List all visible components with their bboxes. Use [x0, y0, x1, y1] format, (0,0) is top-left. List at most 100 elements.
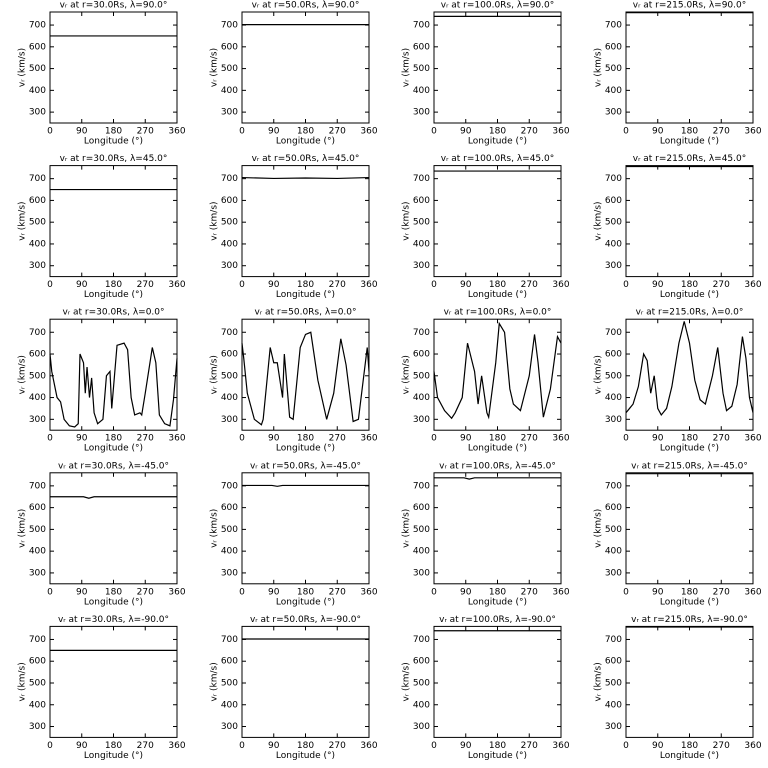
x-tick-label: 0: [623, 741, 629, 751]
x-tick-label: 270: [521, 127, 538, 137]
y-tick-label: 500: [29, 525, 46, 535]
y-tick-label: 500: [221, 678, 238, 688]
x-tick-label: 360: [552, 434, 569, 444]
y-tick-label: 400: [221, 547, 238, 557]
panel-title: vᵣ at r=30.0Rs, λ=45.0°: [60, 154, 168, 164]
data-line: [241, 176, 370, 180]
y-axis-label: vᵣ (km/s): [210, 509, 220, 548]
y-tick-label: 400: [413, 547, 430, 557]
plot-frame: [625, 472, 754, 585]
panel-title: vᵣ at r=30.0Rs, λ=-45.0°: [58, 461, 169, 471]
y-tick-label: 600: [29, 42, 46, 52]
x-tick-label: 180: [297, 280, 314, 290]
x-tick-label: 90: [652, 434, 664, 444]
y-tick-label: 500: [413, 218, 430, 228]
x-tick-label: 360: [552, 280, 569, 290]
x-tick-label: 0: [47, 127, 53, 137]
x-tick-label: 270: [713, 741, 730, 751]
y-axis-label: vᵣ (km/s): [594, 201, 604, 240]
y-tick-label: 500: [605, 678, 622, 688]
x-tick-label: 0: [623, 434, 629, 444]
x-tick-label: 180: [297, 127, 314, 137]
x-tick-label: 360: [168, 587, 185, 597]
plot-frame: [241, 472, 370, 585]
y-axis-label: vᵣ (km/s): [18, 48, 28, 87]
x-tick-label: 90: [460, 587, 472, 597]
panel-title: vᵣ at r=215.0Rs, λ=90.0°: [633, 1, 747, 11]
y-tick-label: 500: [605, 64, 622, 74]
x-tick-label: 0: [239, 741, 245, 751]
y-tick-label: 700: [29, 635, 46, 645]
y-tick-label: 600: [221, 42, 238, 52]
y-tick-label: 600: [29, 350, 46, 360]
y-tick-label: 600: [605, 196, 622, 206]
y-tick-label: 700: [605, 481, 622, 491]
x-tick-label: 270: [329, 434, 346, 444]
y-tick-label: 700: [413, 174, 430, 184]
x-axis-label: Longitude (°): [660, 444, 719, 454]
x-tick-label: 270: [137, 434, 154, 444]
y-tick-label: 700: [413, 635, 430, 645]
x-tick-label: 360: [168, 127, 185, 137]
x-tick-label: 270: [329, 127, 346, 137]
plot-frame: [241, 625, 370, 738]
x-tick-label: 180: [489, 741, 506, 751]
x-tick-label: 90: [76, 127, 88, 137]
panel-title: vᵣ at r=215.0Rs, λ=45.0°: [633, 154, 747, 164]
y-tick-label: 500: [605, 218, 622, 228]
y-axis-label: vᵣ (km/s): [18, 201, 28, 240]
y-tick-label: 600: [413, 657, 430, 667]
y-axis-label: vᵣ (km/s): [210, 662, 220, 701]
x-tick-label: 360: [360, 587, 377, 597]
y-tick-label: 500: [413, 371, 430, 381]
y-axis-label: vᵣ (km/s): [210, 48, 220, 87]
x-tick-label: 270: [521, 587, 538, 597]
x-tick-label: 360: [360, 741, 377, 751]
x-tick-label: 180: [489, 587, 506, 597]
y-axis-label: vᵣ (km/s): [402, 48, 412, 87]
panel-title: vᵣ at r=215.0Rs, λ=-90.0°: [631, 615, 748, 625]
y-tick-label: 500: [413, 525, 430, 535]
y-tick-label: 700: [29, 174, 46, 184]
plot-frame: [625, 625, 754, 738]
x-tick-label: 270: [521, 280, 538, 290]
x-tick-label: 0: [623, 280, 629, 290]
data-line: [50, 496, 177, 499]
x-tick-label: 0: [623, 127, 629, 137]
y-tick-label: 400: [221, 393, 238, 403]
y-tick-label: 400: [29, 393, 46, 403]
y-tick-label: 300: [221, 568, 238, 578]
y-tick-label: 700: [413, 21, 430, 31]
x-axis-label: Longitude (°): [84, 137, 143, 147]
y-axis-label: vᵣ (km/s): [18, 355, 28, 394]
y-axis-label: vᵣ (km/s): [18, 509, 28, 548]
x-tick-label: 90: [268, 434, 280, 444]
y-axis-label: vᵣ (km/s): [594, 509, 604, 548]
x-tick-label: 90: [460, 127, 472, 137]
y-tick-label: 700: [605, 328, 622, 338]
panel-title: vᵣ at r=100.0Rs, λ=-90.0°: [439, 615, 556, 625]
x-axis-label: Longitude (°): [468, 290, 527, 300]
x-axis-label: Longitude (°): [84, 751, 143, 761]
data-line: [625, 321, 754, 417]
x-tick-label: 180: [489, 434, 506, 444]
x-tick-label: 0: [239, 127, 245, 137]
x-tick-label: 270: [713, 434, 730, 444]
y-tick-label: 600: [29, 657, 46, 667]
y-tick-label: 600: [221, 350, 238, 360]
x-tick-label: 0: [431, 434, 437, 444]
x-tick-label: 270: [713, 280, 730, 290]
x-tick-label: 180: [105, 741, 122, 751]
y-axis-label: vᵣ (km/s): [210, 355, 220, 394]
x-tick-label: 0: [47, 434, 53, 444]
y-tick-label: 400: [413, 86, 430, 96]
y-axis-label: vᵣ (km/s): [402, 201, 412, 240]
x-tick-label: 360: [360, 127, 377, 137]
plot-frame: [433, 165, 562, 278]
y-tick-label: 700: [29, 21, 46, 31]
x-axis-label: Longitude (°): [276, 751, 335, 761]
x-tick-label: 180: [105, 434, 122, 444]
x-axis-label: Longitude (°): [84, 444, 143, 454]
x-tick-label: 90: [460, 741, 472, 751]
x-tick-label: 360: [744, 741, 761, 751]
